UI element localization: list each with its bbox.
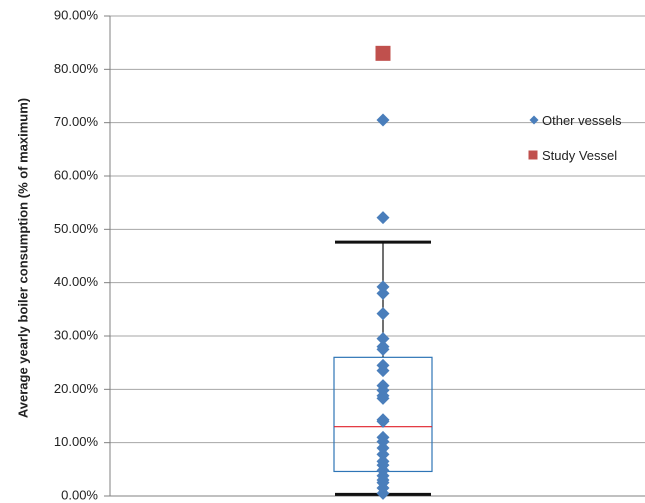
legend-marker-study-vessel [528, 150, 538, 160]
point-other-vessel [376, 414, 390, 428]
point-other-vessel [376, 307, 390, 321]
y-tick-label: 30.00% [54, 327, 99, 342]
legend-marker-other-vessels [529, 115, 539, 125]
y-axis-ticks: 0.00% 10.00% 20.00% 30.00% 40.00% 50.00% 60.00… [54, 7, 110, 502]
y-axis-label: Average yearly boiler consumption (% of … [15, 98, 30, 418]
legend: Other vessels Study Vessel [528, 113, 622, 163]
y-tick-label: 50.00% [54, 221, 99, 236]
legend-label-study-vessel: Study Vessel [542, 148, 617, 163]
point-other-vessel [376, 332, 390, 346]
y-tick-label: 0.00% [61, 487, 98, 502]
legend-item-other-vessels: Other vessels [529, 113, 622, 128]
gridlines [110, 15, 645, 444]
point-other-vessel [376, 486, 390, 500]
point-other-vessel [376, 211, 390, 225]
y-tick-label: 70.00% [54, 114, 99, 129]
y-tick-label: 20.00% [54, 381, 99, 396]
y-tick-label: 40.00% [54, 274, 99, 289]
y-tick-label: 90.00% [54, 7, 99, 22]
point-other-vessel [376, 342, 390, 356]
legend-label-other-vessels: Other vessels [542, 113, 622, 128]
point-other-vessel [376, 113, 390, 127]
point-other-vessel [376, 364, 390, 378]
data-points [375, 45, 391, 500]
point-other-vessel [376, 286, 390, 300]
y-tick-label: 10.00% [54, 434, 99, 449]
y-tick-label: 60.00% [54, 167, 99, 182]
point-study-vessel [375, 45, 391, 61]
y-tick-label: 80.00% [54, 61, 99, 76]
point-other-vessel [376, 447, 390, 461]
point-other-vessel [376, 391, 390, 405]
legend-item-study-vessel: Study Vessel [528, 148, 617, 163]
